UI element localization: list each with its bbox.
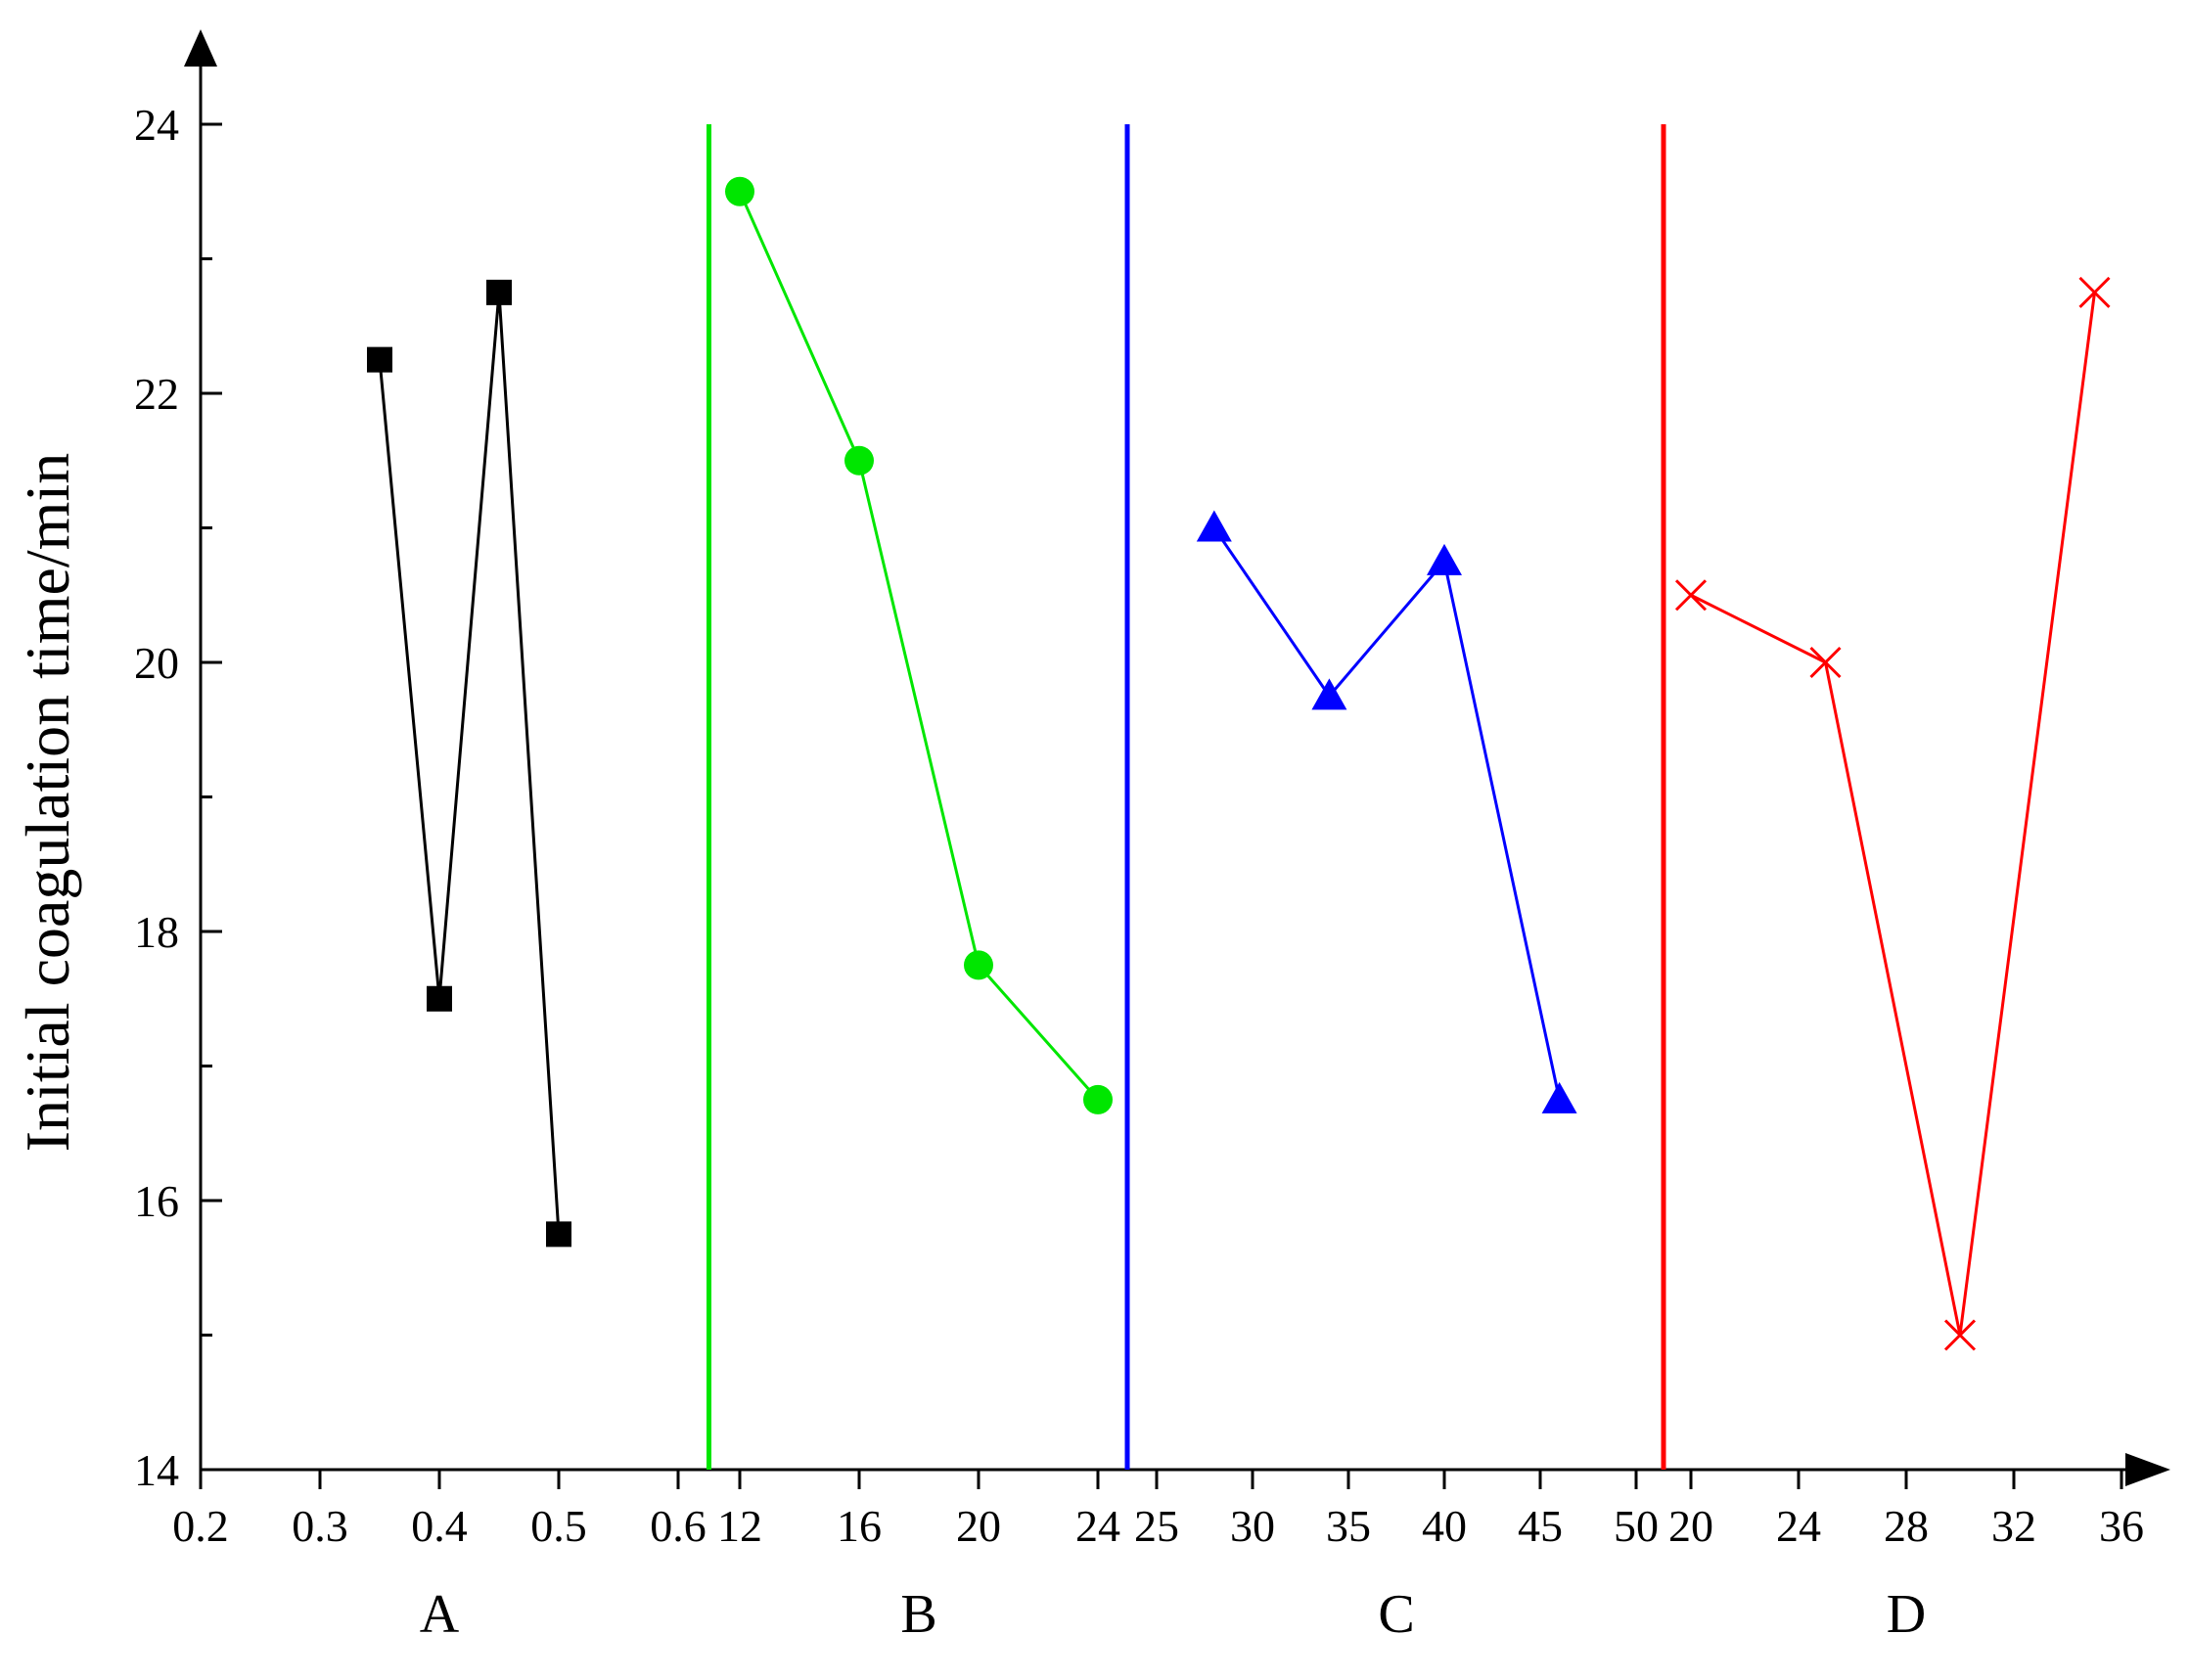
data-point (367, 346, 392, 373)
cross-stroke (1809, 646, 1842, 679)
x-tick-label: 25 (1134, 1501, 1179, 1551)
series-line-c (1212, 526, 1562, 1101)
data-point (2078, 276, 2111, 308)
series-line-d (1690, 292, 2096, 1336)
data-point (1809, 646, 1842, 679)
x-tick-label: 30 (1230, 1501, 1275, 1551)
y-axis-label: Initial coagulation time/min (13, 453, 82, 1153)
x-tick-label: 0.2 (172, 1501, 229, 1551)
y-axis-arrow (184, 29, 217, 67)
x-tick-label: 16 (837, 1501, 882, 1551)
y-tick-label: 20 (134, 638, 179, 688)
data-point (1196, 510, 1232, 542)
data-point (1943, 1319, 1977, 1351)
x-tick-label: 0.3 (292, 1501, 348, 1551)
axes (184, 29, 2170, 1489)
data-point (725, 176, 754, 206)
x-tick-label: 24 (1776, 1501, 1821, 1551)
x-tick-label: 35 (1326, 1501, 1371, 1551)
y-tick-label: 18 (134, 907, 179, 957)
labels-layer: Initial coagulation time/min 14 16 18 20 22 2… (13, 100, 2144, 1645)
x-tick-label: 12 (717, 1501, 762, 1551)
series-line-a (378, 292, 561, 1235)
y-tick-label: 24 (134, 100, 179, 150)
data-point (964, 950, 993, 980)
data-point (1541, 1081, 1577, 1113)
x-axis-arrow (2125, 1453, 2170, 1486)
cross-stroke (1943, 1319, 1977, 1351)
cross-stroke (2078, 276, 2111, 308)
x-tick-label: 24 (1075, 1501, 1120, 1551)
x-tick-label: 50 (1614, 1501, 1659, 1551)
y-tick-label: 14 (134, 1445, 179, 1495)
x-tick-label: 20 (956, 1501, 1001, 1551)
x-tick-label: 40 (1422, 1501, 1467, 1551)
data-point (1311, 678, 1347, 710)
x-tick-label: 28 (1884, 1501, 1929, 1551)
panel-dividers (707, 124, 1666, 1470)
x-tick-label: 20 (1668, 1501, 1713, 1551)
x-tick-label: 0.6 (650, 1501, 707, 1551)
data-point (1083, 1084, 1113, 1114)
x-tick-label: 0.4 (411, 1501, 468, 1551)
y-tick-label: 22 (134, 369, 179, 419)
cross-stroke (1674, 579, 1708, 612)
group-label-c: C (1378, 1584, 1414, 1645)
series-line-b (738, 191, 1100, 1101)
data-point (427, 985, 452, 1012)
x-tick-label: 32 (1991, 1501, 2036, 1551)
series-layer (367, 176, 2111, 1351)
data-point (844, 445, 874, 476)
y-tick-label: 16 (134, 1176, 179, 1226)
group-label-a: A (420, 1584, 460, 1645)
data-point (546, 1221, 571, 1248)
data-point (486, 279, 512, 305)
x-tick-label: 45 (1518, 1501, 1563, 1551)
x-tick-label: 36 (2099, 1501, 2144, 1551)
group-label-b: B (900, 1584, 936, 1645)
group-label-d: D (1887, 1584, 1926, 1645)
data-point (1674, 579, 1708, 612)
x-tick-label: 0.5 (530, 1501, 587, 1551)
data-point (1427, 543, 1462, 575)
